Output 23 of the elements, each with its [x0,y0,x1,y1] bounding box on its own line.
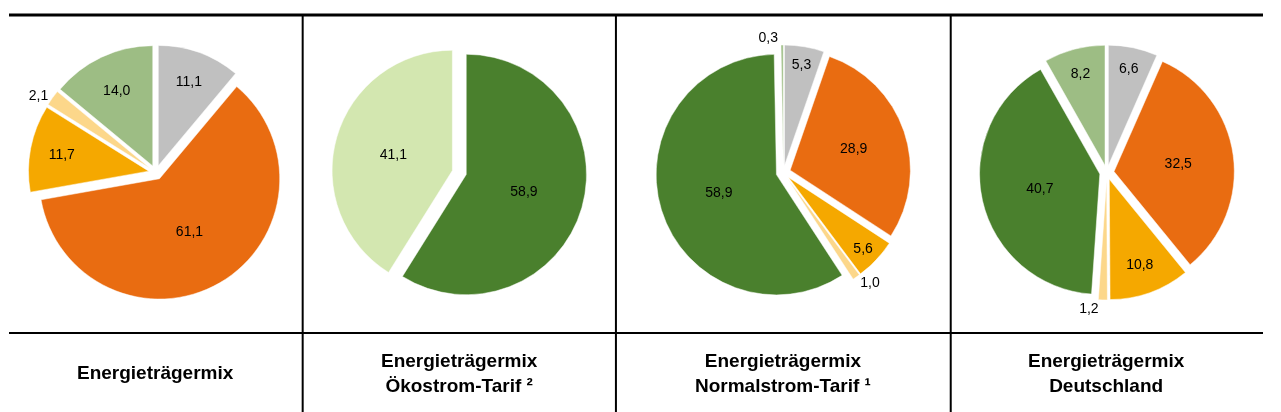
data-label: 2,1 [28,87,49,104]
data-label: 5,6 [853,239,874,256]
data-label: 58,9 [510,183,538,200]
text: Energieträgermix [77,362,234,383]
text: Energieträgermix Normalstrom-Tarif ¹ [695,350,871,396]
data-label: 6,6 [1119,59,1139,76]
text: Energieträgermix Ökostrom-Tarif ² [381,350,538,396]
data-label: 11,1 [175,73,203,90]
data-label: 61,1 [175,222,204,239]
data-label: 5,3 [791,55,812,72]
text: Energieträgermix Deutschland [1028,350,1185,396]
data-label: 40,7 [1026,179,1054,196]
data-label: 1,0 [860,274,880,291]
data-label: 1,2 [1079,299,1099,316]
data-label: 10,8 [1126,256,1154,273]
data-label: 28,9 [840,140,868,157]
data-label: 8,2 [1070,64,1091,81]
data-label: 14,0 [103,81,131,98]
data-label: 41,1 [379,145,408,162]
data-label: 32,5 [1164,154,1193,171]
data-label: 0,3 [758,29,779,46]
data-label: 11,7 [48,146,76,163]
data-label: 58,9 [705,184,733,201]
